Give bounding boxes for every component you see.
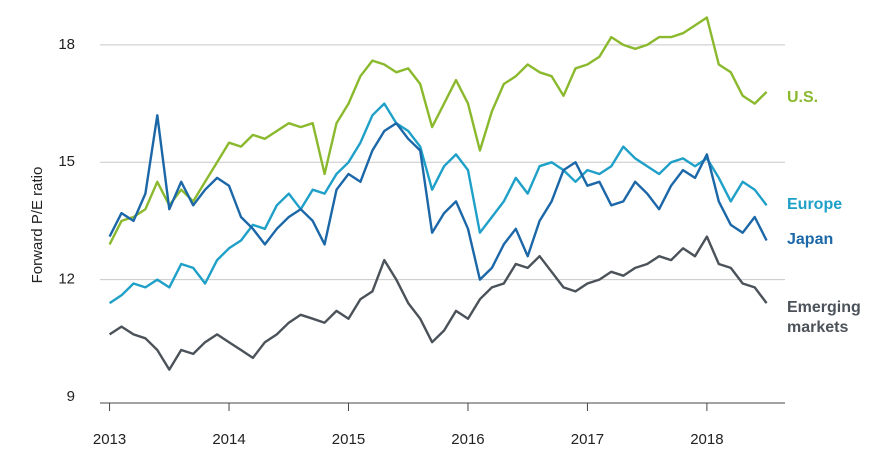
x-tick-label: 2015 [332, 431, 365, 448]
series-line [108, 102, 768, 305]
y-tick-label: 12 [58, 271, 75, 288]
series-label: Europe [787, 196, 842, 213]
series-label: Japan [787, 231, 833, 248]
series-label-line: markets [787, 319, 848, 336]
series-label: Emerging markets [787, 299, 861, 336]
series-label-line: Emerging [787, 299, 861, 316]
series-label: U.S. [787, 89, 818, 106]
x-tick-label: 2014 [212, 431, 245, 448]
series-line [108, 235, 768, 371]
series-line [108, 16, 768, 245]
y-tick-label: 18 [58, 36, 75, 53]
series-line [108, 114, 768, 281]
x-tick-label: 2018 [690, 431, 723, 448]
y-tick-label: 15 [58, 153, 75, 170]
x-tick-label: 2013 [93, 431, 126, 448]
y-tick-label: 9 [67, 388, 75, 405]
x-tick-label: 2016 [451, 431, 484, 448]
x-tick-label: 2017 [571, 431, 604, 448]
y-axis-label: Forward P/E ratio [29, 167, 46, 284]
